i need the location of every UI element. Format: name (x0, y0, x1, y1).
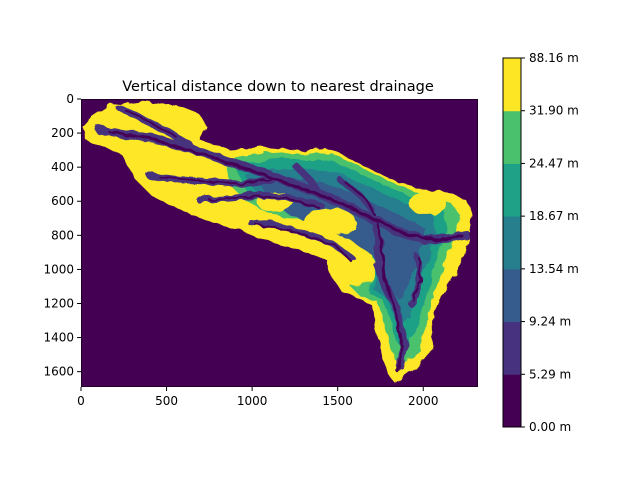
x-tick-label: 2000 (408, 394, 439, 408)
y-tick-label: 800 (51, 228, 74, 242)
colorbar-tick-label: 5.29 m (529, 367, 571, 381)
colorbar-segment (503, 216, 521, 270)
y-tick-label: 1600 (43, 365, 74, 379)
highland-patch-1 (304, 208, 356, 236)
colorbar-segment (503, 163, 521, 217)
colorbar-frame (502, 57, 522, 428)
colorbar-segment (503, 58, 521, 112)
highland-patch-2 (336, 250, 376, 286)
colorbar-tick-label: 31.90 m (529, 104, 579, 118)
colorbar-tick-label: 0.00 m (529, 420, 571, 434)
y-tick-label: 0 (66, 92, 74, 106)
x-tick-label: 0 (77, 394, 85, 408)
y-tick-label: 1400 (43, 331, 74, 345)
colorbar-segment (503, 374, 521, 428)
y-tick-label: 400 (51, 160, 74, 174)
colorbar-tick-label: 13.54 m (529, 262, 579, 276)
colorbar-segment (503, 268, 521, 323)
chart-title: Vertical distance down to nearest draina… (122, 79, 434, 95)
colorbar-tick-label: 24.47 m (529, 156, 579, 170)
colorbar-segment (503, 110, 521, 164)
x-tick-label: 500 (155, 394, 178, 408)
y-tick-label: 1000 (43, 262, 74, 276)
plot-area (81, 99, 478, 387)
y-tick-label: 600 (51, 194, 74, 208)
y-tick-label: 1200 (43, 296, 74, 310)
colorbar-tick-label: 18.67 m (529, 209, 579, 223)
x-axis: 0 500 1000 1500 2000 (77, 387, 439, 408)
colorbar-tick-label: 88.16 m (529, 51, 579, 65)
y-tick-label: 200 (51, 126, 74, 140)
x-tick-label: 1000 (237, 394, 268, 408)
watershed-high-region (83, 101, 473, 383)
colorbar-tick-label: 9.24 m (529, 315, 571, 329)
watershed-raster (83, 101, 473, 383)
drainage-network (95, 104, 471, 374)
y-axis: 0 200 400 600 800 1000 1200 1400 1600 (43, 92, 81, 379)
x-tick-label: 1500 (322, 394, 353, 408)
colorbar-segment (503, 321, 521, 375)
colorbar: 0.00 m 5.29 m 9.24 m 13.54 m 18.67 m 24.47 m 3… (502, 51, 579, 434)
highland-patch-3 (409, 191, 445, 215)
